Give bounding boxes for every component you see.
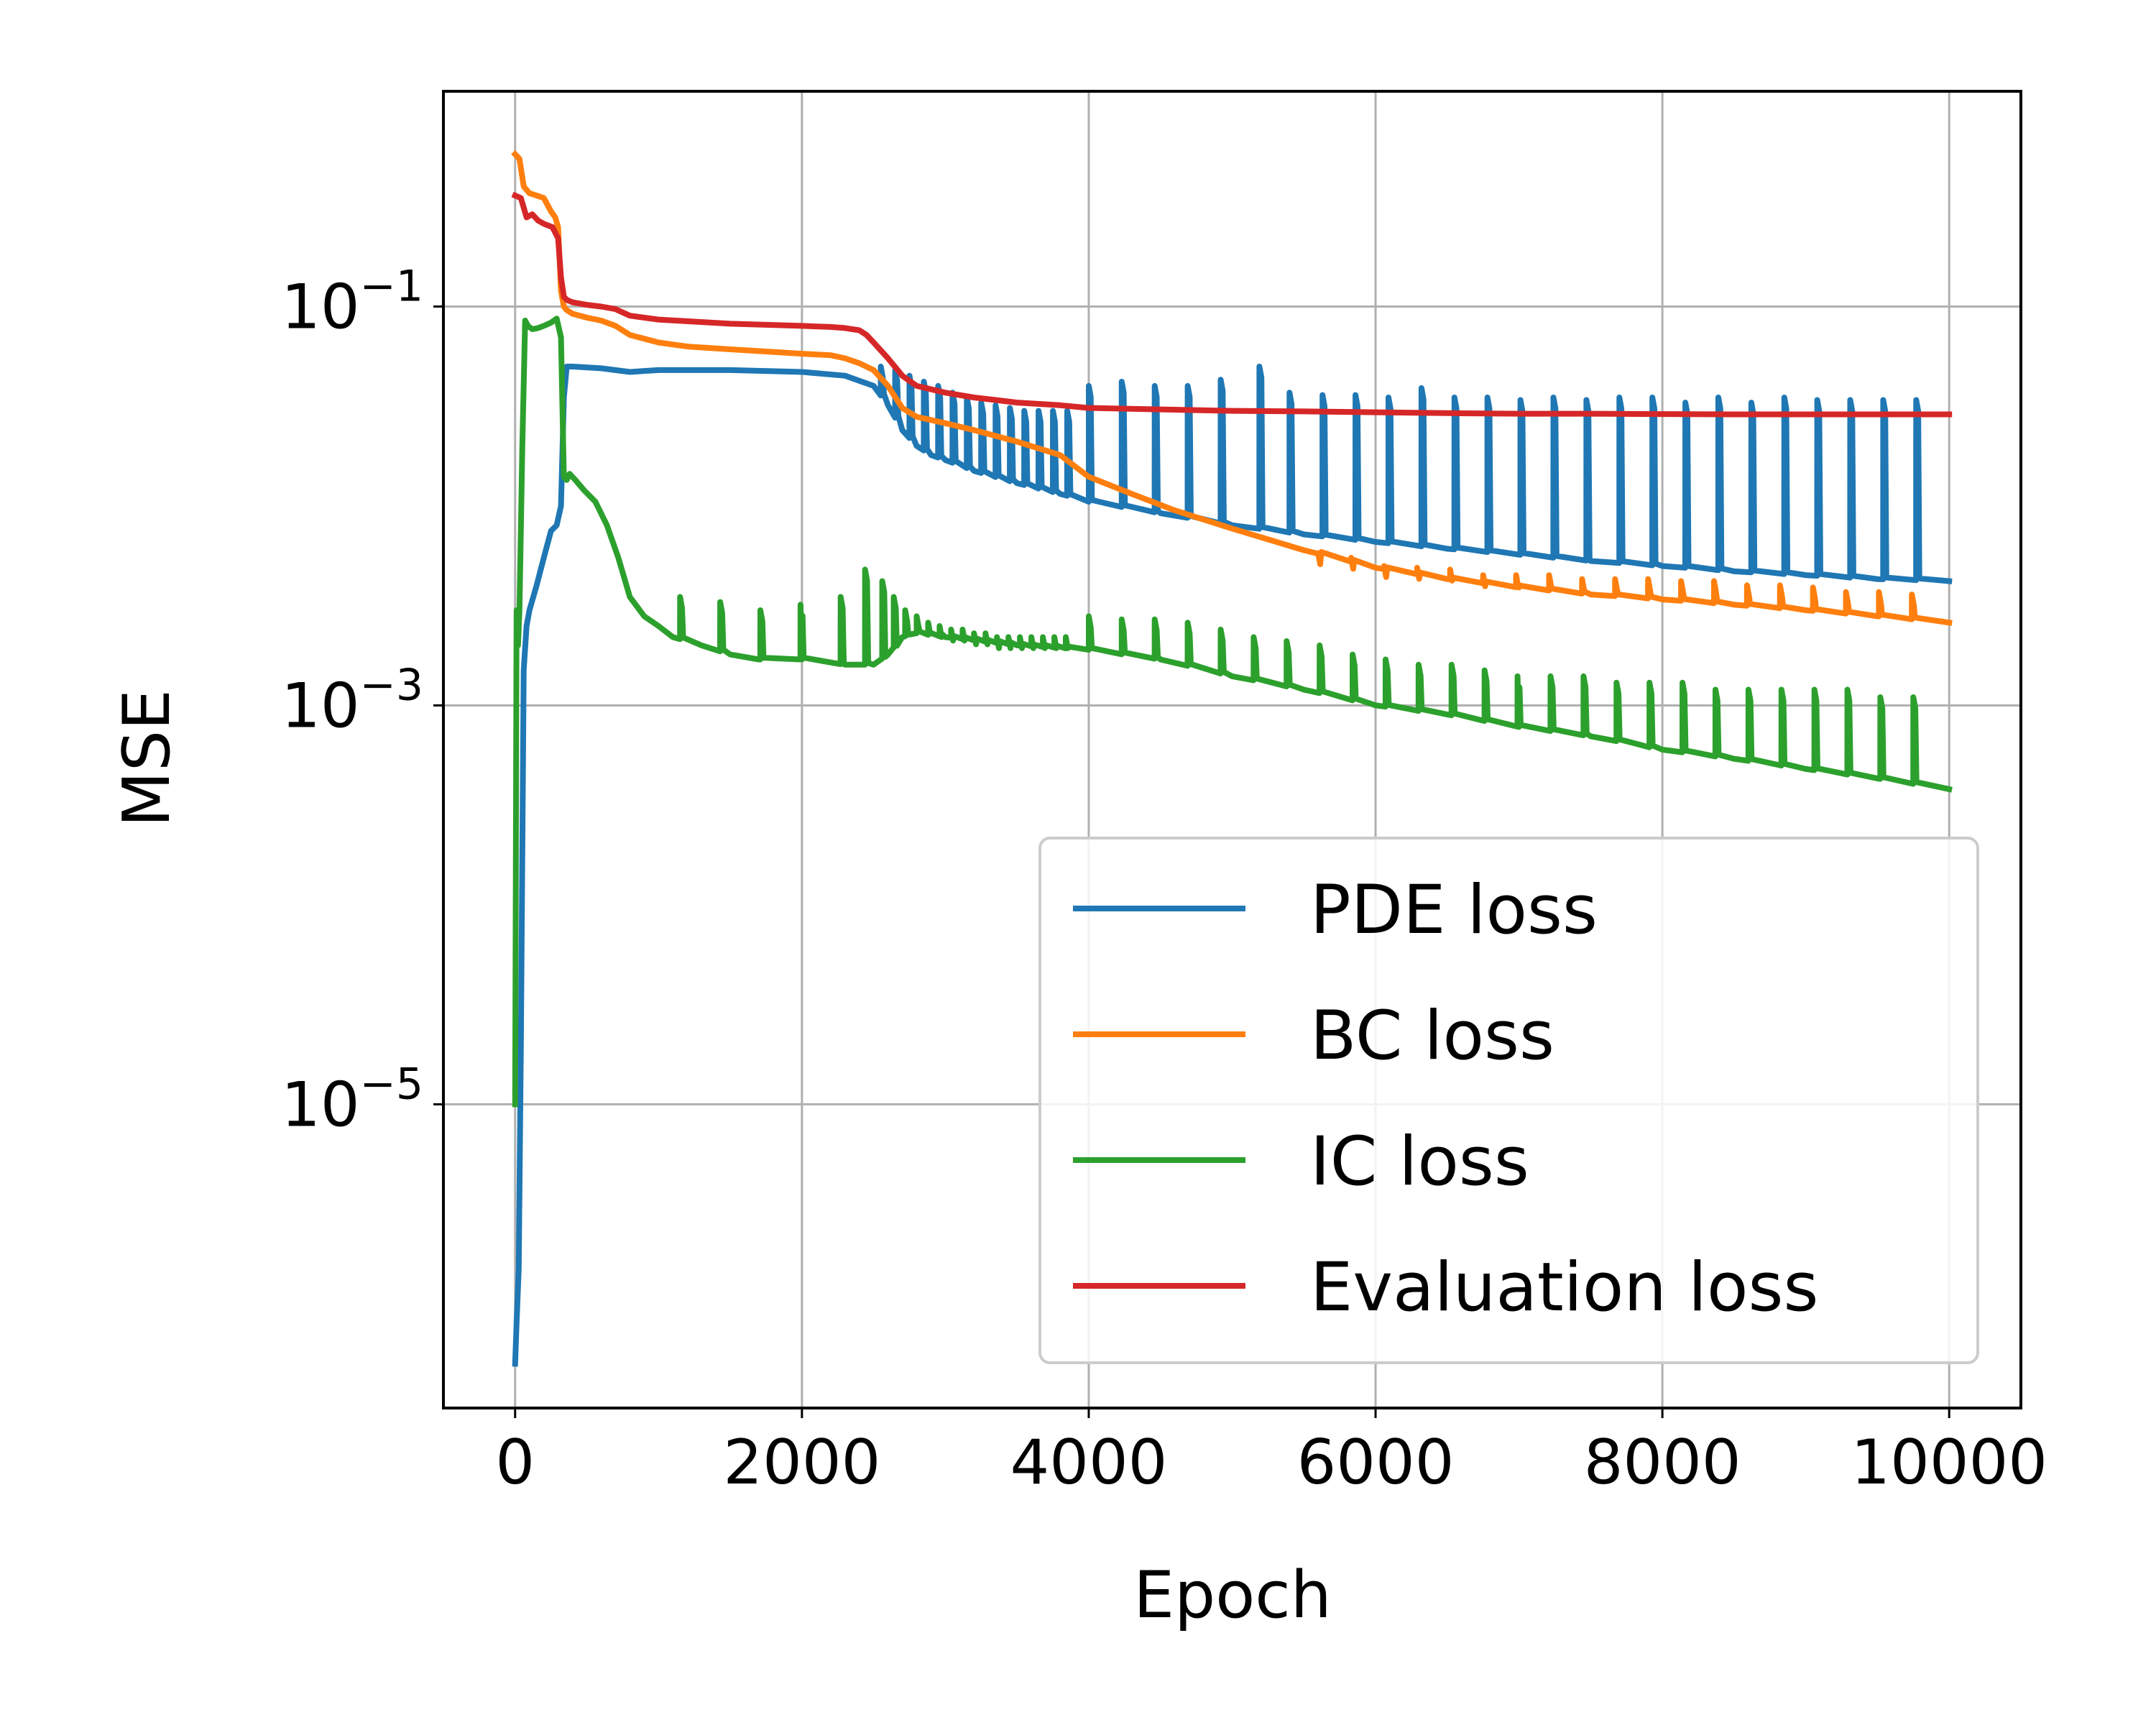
x-axis: 0 2000 4000 6000 8000 10000 — [495, 1408, 2047, 1499]
series-lines — [511, 150, 1953, 1367]
x-axis-label: Epoch — [1133, 1558, 1332, 1633]
legend: PDE loss BC loss IC loss Evaluation loss — [1038, 837, 1979, 1364]
x-tick-label: 0 — [495, 1427, 535, 1499]
legend-label: PDE loss — [1310, 871, 1598, 949]
y-axis-label: MSE — [109, 689, 185, 827]
series-line — [511, 191, 1953, 418]
x-tick-label: 6000 — [1297, 1427, 1455, 1499]
legend-label: IC loss — [1310, 1123, 1529, 1201]
legend-label: BC loss — [1310, 997, 1554, 1075]
y-tick-label: 10−1 — [281, 261, 423, 343]
x-tick-label: 4000 — [1010, 1427, 1168, 1499]
series-line — [511, 150, 1953, 626]
y-tick-label: 10−5 — [281, 1059, 423, 1141]
series-line — [512, 316, 1953, 1108]
x-tick-label: 8000 — [1584, 1427, 1741, 1499]
y-tick-label: 10−3 — [281, 660, 423, 742]
y-axis: 10−1 10−3 10−5 — [281, 261, 443, 1141]
plot-frame — [442, 90, 2022, 1409]
legend-box — [1038, 837, 1979, 1364]
x-tick-label: 2000 — [723, 1427, 880, 1499]
x-tick-label: 10000 — [1851, 1427, 2047, 1499]
legend-label: Evaluation loss — [1310, 1248, 1818, 1327]
